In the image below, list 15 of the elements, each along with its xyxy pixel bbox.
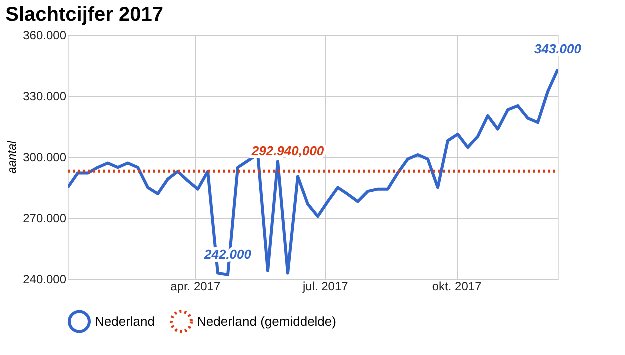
y-tick-label: 300.000 <box>23 150 67 164</box>
y-axis-title: aantal <box>5 140 20 174</box>
y-tick-label: 360.000 <box>23 28 67 42</box>
annotation: 292.940,000 <box>250 143 325 158</box>
annotation: 343.000 <box>534 42 582 57</box>
y-tick-label: 240.000 <box>23 272 67 286</box>
line-series <box>68 68 558 276</box>
chart-title: Slachtcijfer 2017 <box>6 4 164 26</box>
y-tick-label: 270.000 <box>23 212 67 226</box>
legend-label: Nederland <box>95 314 155 329</box>
x-tick-label: jul. 2017 <box>302 280 349 294</box>
legend-label: Nederland (gemiddelde) <box>197 314 336 329</box>
y-tick-label: 330.000 <box>23 90 67 104</box>
x-tick-label: apr. 2017 <box>170 280 221 294</box>
x-tick-label: okt. 2017 <box>432 280 482 294</box>
